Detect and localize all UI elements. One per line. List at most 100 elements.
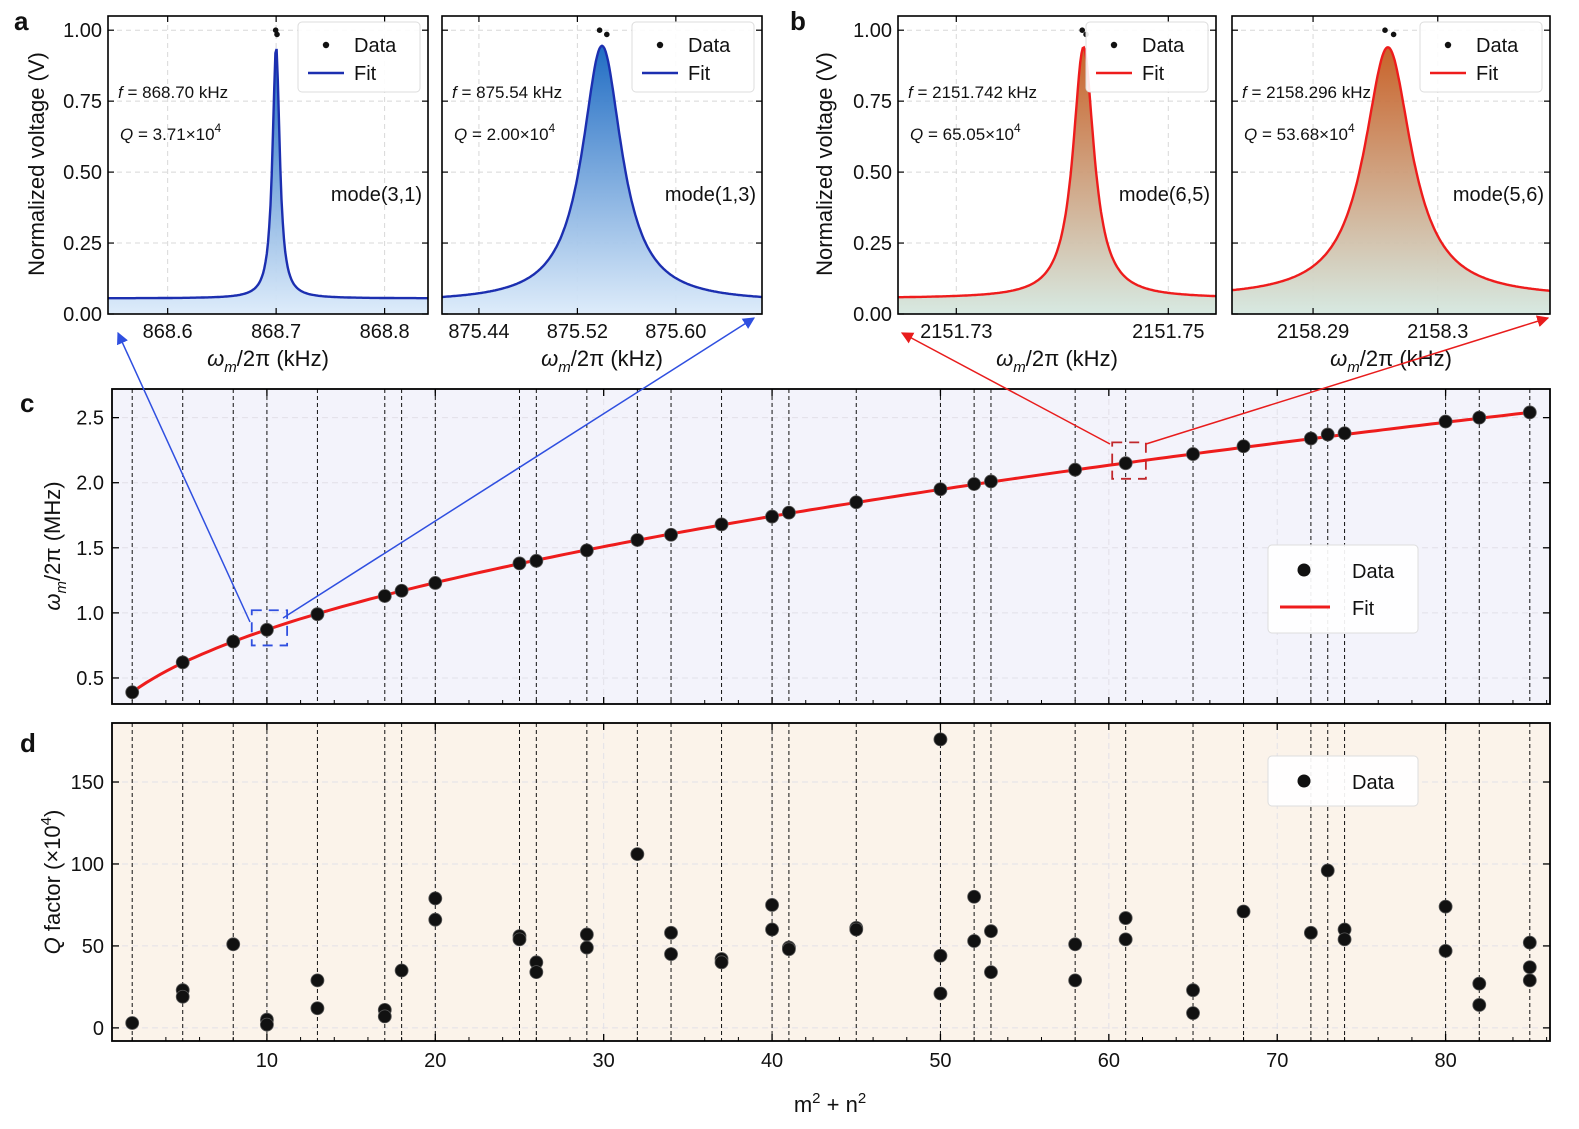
panel-c-frame (111, 388, 1551, 705)
annotation-q: Q = 2.00×104 (454, 121, 556, 144)
data-point (1408, 0, 1414, 3)
data-point (230, 0, 236, 3)
data-point (188, 0, 194, 3)
data-point (358, 0, 364, 3)
data-point (486, 0, 492, 3)
data-point (157, 0, 163, 3)
data-point (1454, 0, 1460, 3)
data-point (1434, 0, 1440, 3)
data-point (117, 0, 123, 3)
data-point (1429, 0, 1435, 3)
data-point (670, 0, 676, 3)
data-point (370, 0, 376, 3)
data-point (225, 0, 231, 3)
panel-b-ylabel: Normalized voltage (V) (812, 52, 837, 276)
data-point (289, 0, 295, 3)
data-point (563, 0, 569, 3)
data-point (272, 0, 278, 3)
data-point (1337, 932, 1352, 947)
data-point (175, 655, 190, 670)
data-point (1249, 0, 1255, 3)
data-point (1482, 0, 1488, 3)
data-point (1123, 0, 1129, 3)
data-point (1472, 410, 1487, 425)
data-point (321, 0, 327, 3)
data-point (1522, 0, 1528, 3)
data-point (1006, 0, 1012, 3)
data-point (713, 0, 719, 3)
data-point (950, 0, 956, 3)
panel-d-ylabel: Q factor (×104) (38, 810, 65, 955)
data-point (1069, 0, 1075, 3)
data-point (165, 0, 171, 3)
panel-letter-d: d (20, 728, 36, 758)
data-point (1480, 0, 1486, 3)
data-point (226, 937, 241, 952)
data-point (200, 0, 206, 3)
data-point (606, 0, 612, 3)
data-point (1049, 0, 1055, 3)
resonance-fill (1232, 47, 1550, 314)
data-point (383, 0, 389, 3)
data-point (664, 0, 670, 3)
data-point (512, 932, 527, 947)
x-axis-label: ωm/2π (kHz) (541, 346, 663, 376)
data-point (1137, 0, 1143, 3)
data-point (463, 0, 469, 3)
data-point (1243, 0, 1249, 3)
data-point (947, 0, 953, 3)
data-point (651, 0, 657, 3)
data-point (221, 0, 227, 3)
data-point (168, 0, 174, 3)
data-point (765, 922, 779, 937)
data-point (668, 0, 674, 3)
legend-marker-data (1444, 41, 1452, 49)
data-point (466, 0, 472, 3)
data-point (1259, 0, 1265, 3)
data-point (849, 922, 864, 937)
data-point (707, 0, 713, 3)
x-tick-label: 875.60 (645, 321, 706, 343)
data-point (704, 0, 710, 3)
data-point (925, 0, 931, 3)
data-point (703, 0, 709, 3)
legend-box (1085, 21, 1209, 93)
data-point (283, 0, 289, 3)
data-point (377, 1009, 392, 1024)
data-point (1298, 0, 1304, 3)
data-point (688, 0, 694, 3)
data-point (536, 0, 542, 3)
data-point (1380, 0, 1386, 3)
zoom-callout-arrows (117, 315, 1550, 623)
data-point (442, 0, 448, 3)
data-point (1165, 0, 1171, 3)
data-point (1236, 904, 1251, 919)
data-point (719, 0, 725, 3)
x-tick-label: 875.52 (547, 321, 608, 343)
data-point (574, 0, 580, 3)
data-point (1189, 0, 1195, 3)
y-tick-label: 0.75 (853, 91, 892, 113)
y-tick-label: 0.25 (63, 233, 102, 255)
data-point (1450, 0, 1456, 3)
data-point (268, 0, 274, 3)
data-point (964, 0, 970, 3)
data-point (611, 0, 617, 3)
panel-a-ylabel: Normalized voltage (V) (24, 52, 49, 276)
data-point (747, 0, 753, 3)
data-point (539, 0, 545, 3)
data-point (630, 533, 645, 547)
data-point (1337, 426, 1352, 441)
data-point (1173, 0, 1179, 3)
data-point (1232, 0, 1238, 3)
legend-label-fit: Fit (1352, 598, 1375, 620)
legend-box (297, 21, 421, 93)
data-point (1368, 0, 1374, 3)
y-tick-label: 0.50 (853, 162, 892, 184)
panel-d-frame (111, 722, 1551, 1042)
data-point (306, 0, 312, 3)
data-point (276, 0, 282, 3)
data-point (294, 0, 300, 3)
data-point (686, 0, 692, 3)
data-point (1281, 0, 1287, 3)
